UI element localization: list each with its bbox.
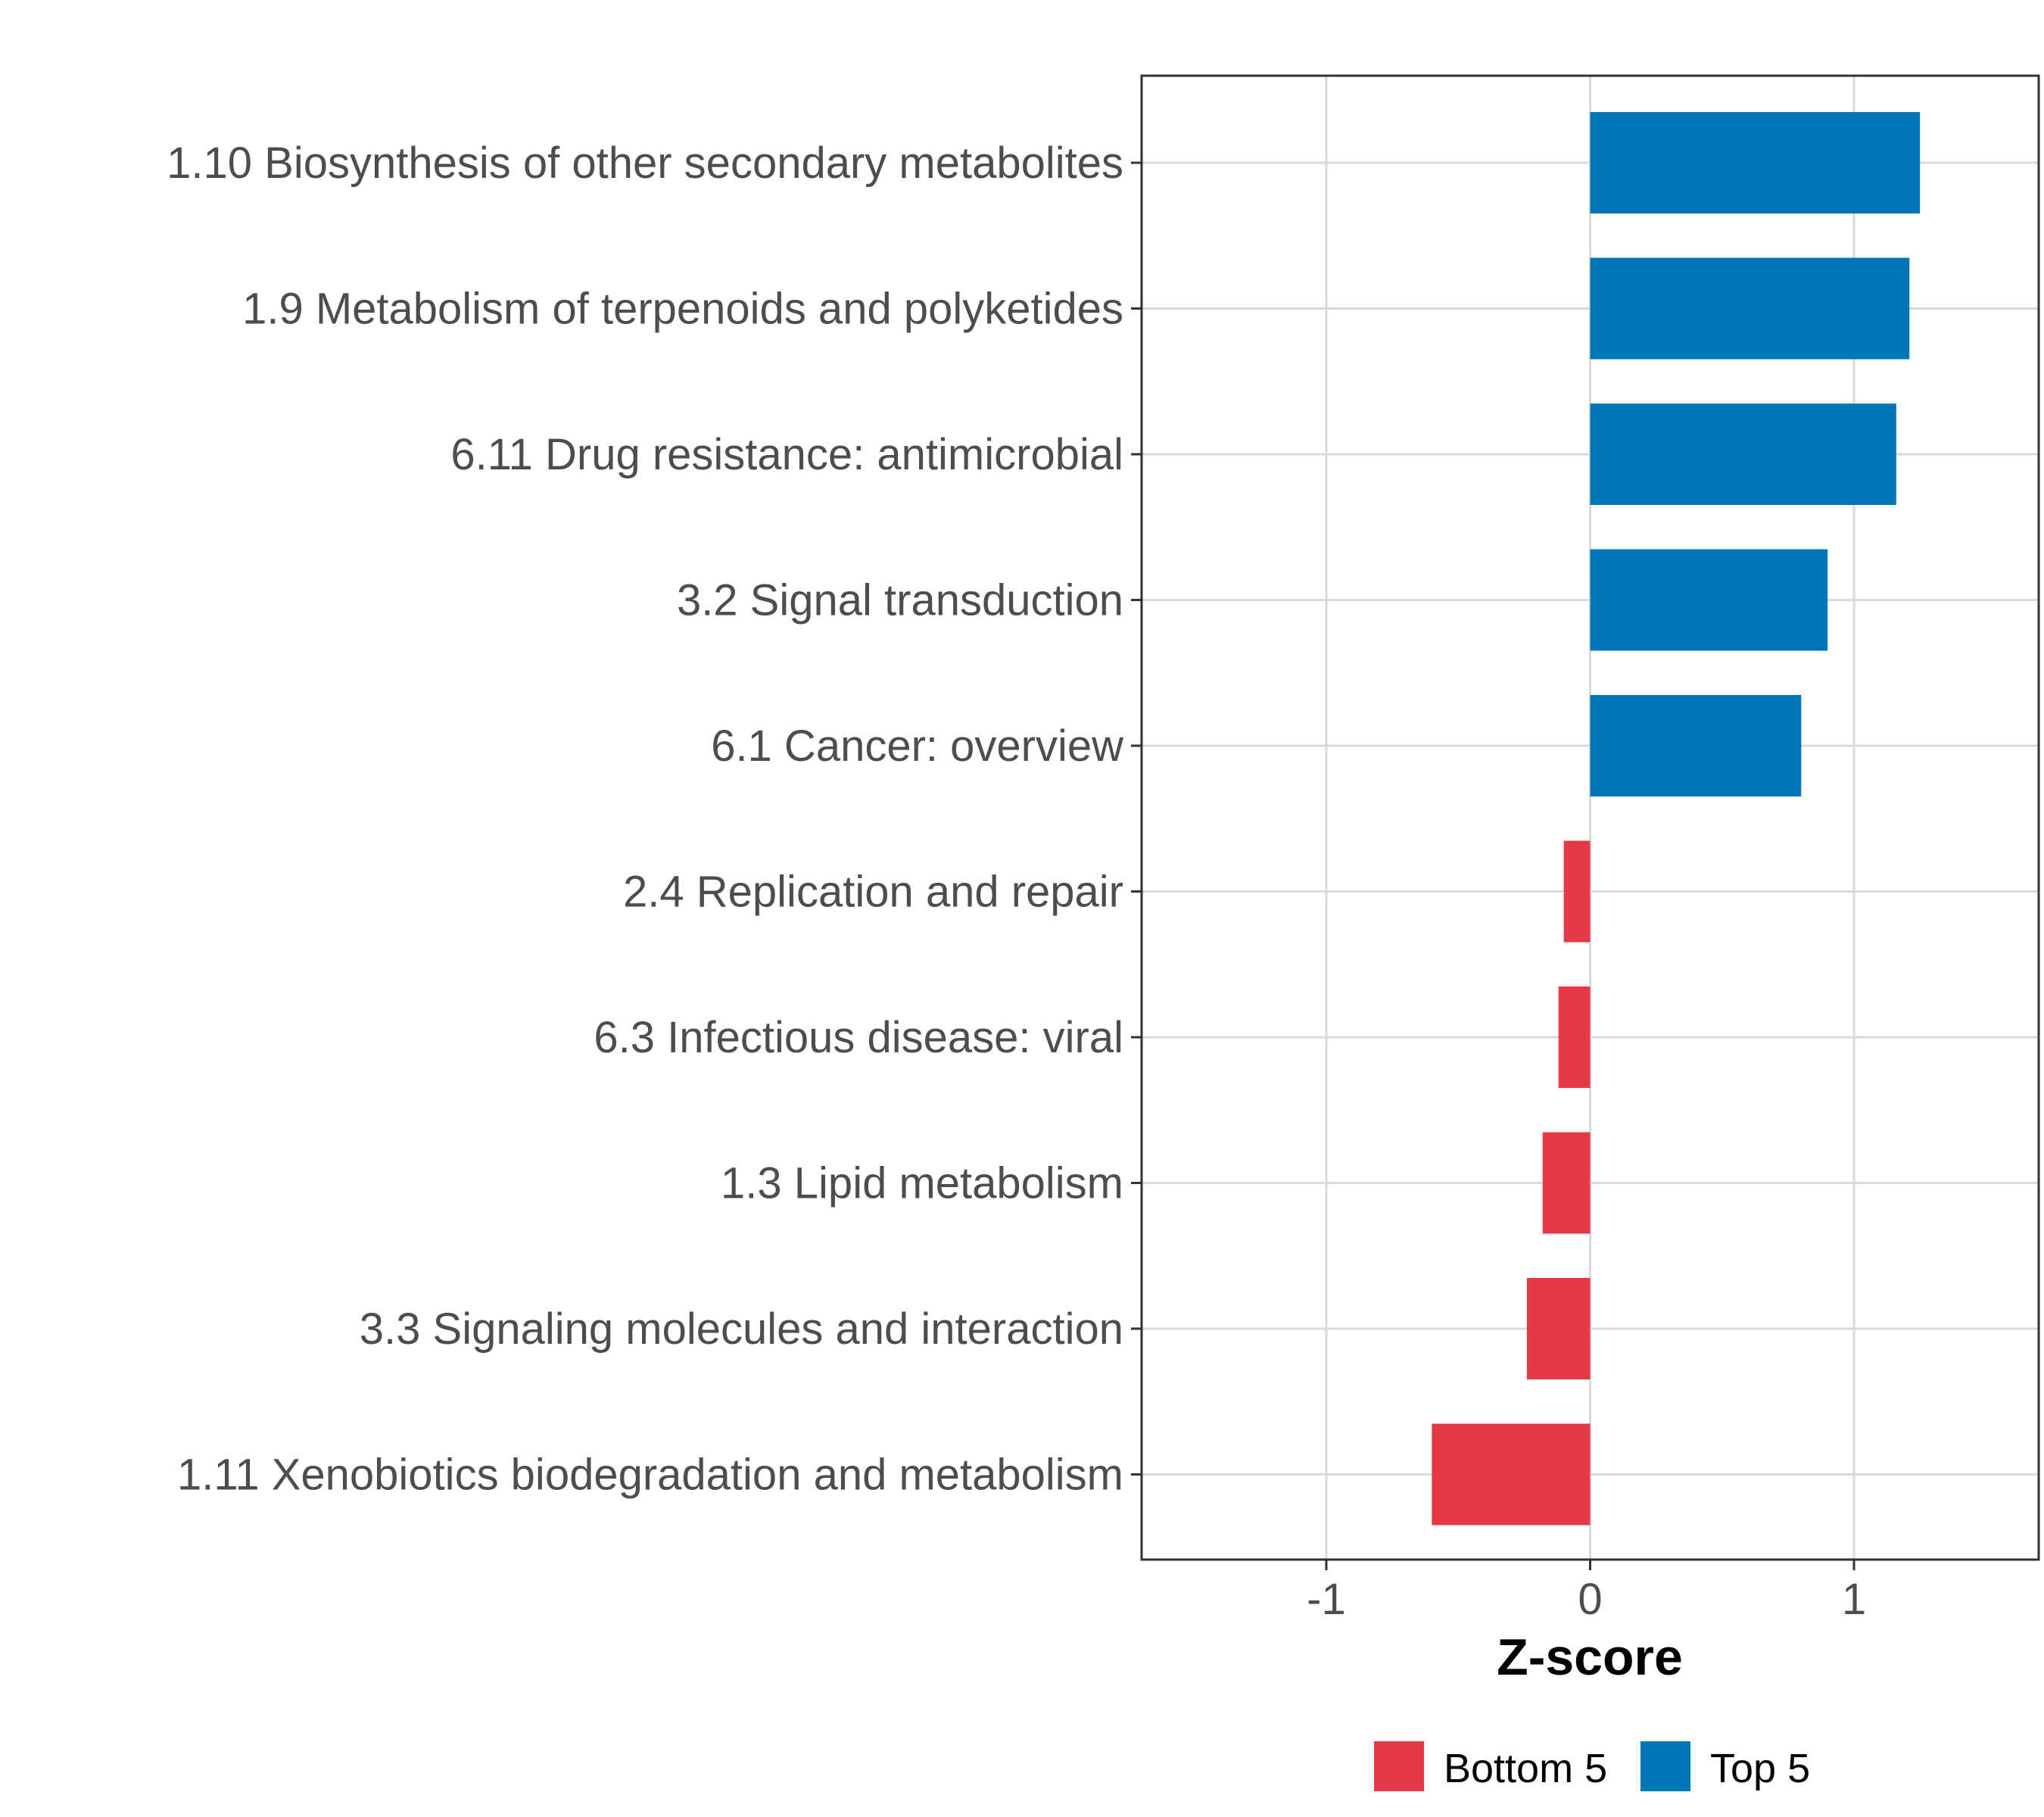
bar bbox=[1590, 695, 1802, 796]
legend-key-bottom-5 bbox=[1374, 1741, 1424, 1791]
bar bbox=[1590, 257, 1910, 360]
bars bbox=[1432, 112, 1921, 1526]
x-axis: -1 0 1 bbox=[1307, 1560, 1866, 1624]
legend-label-top-5: Top 5 bbox=[1710, 1746, 1810, 1791]
bar bbox=[1590, 404, 1896, 505]
x-tick-label: 1 bbox=[1842, 1575, 1866, 1624]
category-label: 1.9 Metabolism of terpenoids and polyket… bbox=[242, 285, 1123, 334]
bar bbox=[1590, 549, 1828, 651]
category-label: 2.4 Replication and repair bbox=[623, 868, 1123, 917]
bar bbox=[1526, 1278, 1591, 1379]
category-label: 3.2 Signal transduction bbox=[677, 576, 1123, 625]
category-label: 1.11 Xenobiotics biodegradation and meta… bbox=[177, 1451, 1123, 1500]
category-label: 6.3 Infectious disease: viral bbox=[594, 1013, 1123, 1062]
bar bbox=[1590, 112, 1921, 213]
legend-label-bottom-5: Bottom 5 bbox=[1444, 1746, 1607, 1791]
x-tick-label: 0 bbox=[1578, 1575, 1602, 1624]
legend: Bottom 5 Top 5 bbox=[1374, 1741, 1810, 1791]
x-tick-label: -1 bbox=[1307, 1575, 1346, 1624]
bar bbox=[1542, 1132, 1591, 1234]
x-axis-title: Z-score bbox=[1497, 1628, 1683, 1686]
category-label: 6.1 Cancer: overview bbox=[711, 722, 1124, 771]
bar bbox=[1432, 1423, 1591, 1526]
bar bbox=[1563, 840, 1591, 943]
bar bbox=[1558, 986, 1591, 1088]
category-label: 3.3 Signaling molecules and interaction bbox=[360, 1304, 1123, 1354]
legend-key-top-5 bbox=[1640, 1741, 1690, 1791]
category-label: 1.3 Lipid metabolism bbox=[721, 1159, 1123, 1208]
y-axis: 1.10 Biosynthesis of other secondary met… bbox=[167, 139, 1142, 1500]
category-label: 6.11 Drug resistance: antimicrobial bbox=[450, 430, 1123, 479]
category-label: 1.10 Biosynthesis of other secondary met… bbox=[167, 139, 1123, 188]
